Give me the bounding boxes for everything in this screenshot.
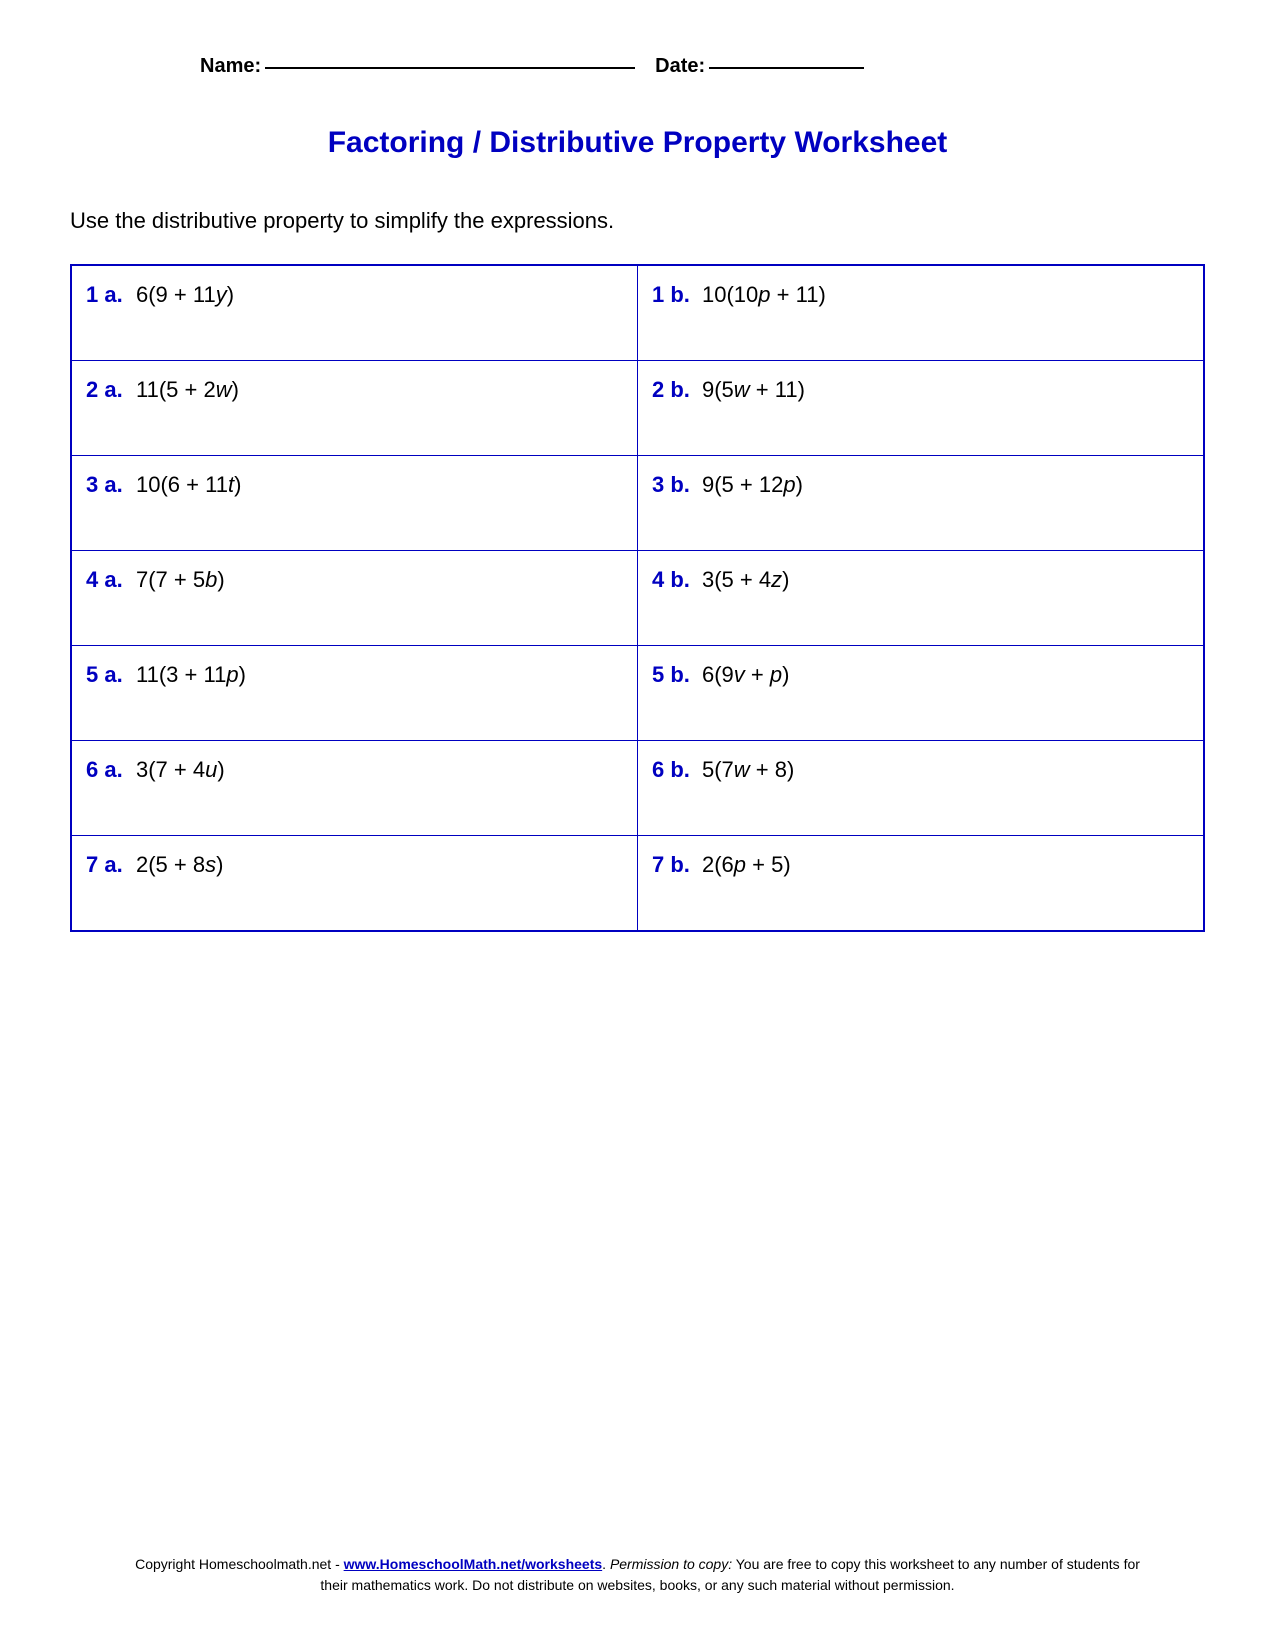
problems-table: 1 a.6(9 + 11y)1 b.10(10p + 11)2 a.11(5 +…	[70, 264, 1205, 932]
problem-label: 6 a.	[86, 757, 136, 783]
table-row: 3 a.10(6 + 11t)3 b.9(5 + 12p)	[71, 456, 1204, 551]
name-blank	[265, 67, 635, 69]
problem-label: 2 a.	[86, 377, 136, 403]
table-row: 5 a.11(3 + 11p)5 b.6(9v + p)	[71, 646, 1204, 741]
problem-cell-b: 1 b.10(10p + 11)	[638, 265, 1205, 361]
problem-expression: 5(7w + 8)	[702, 757, 794, 782]
problem-expression: 11(5 + 2w)	[136, 377, 239, 402]
problem-label: 1 a.	[86, 282, 136, 308]
footer-link[interactable]: www.HomeschoolMath.net/worksheets	[344, 1556, 603, 1572]
footer-copyright-pre: Copyright Homeschoolmath.net -	[135, 1556, 344, 1572]
date-label: Date:	[655, 55, 705, 78]
problem-expression: 9(5 + 12p)	[702, 472, 803, 497]
footer: Copyright Homeschoolmath.net - www.Homes…	[0, 1554, 1275, 1596]
page-title: Factoring / Distributive Property Worksh…	[70, 126, 1205, 160]
problem-label: 2 b.	[652, 377, 702, 403]
problem-expression: 10(6 + 11t)	[136, 472, 241, 497]
table-row: 4 a.7(7 + 5b)4 b.3(5 + 4z)	[71, 551, 1204, 646]
problem-label: 7 a.	[86, 852, 136, 878]
problem-expression: 6(9v + p)	[702, 662, 789, 687]
date-blank	[709, 67, 864, 69]
problem-label: 6 b.	[652, 757, 702, 783]
footer-copyright-post: .	[602, 1556, 610, 1572]
problem-expression: 9(5w + 11)	[702, 377, 805, 402]
problem-cell-a: 1 a.6(9 + 11y)	[71, 265, 638, 361]
problem-cell-a: 3 a.10(6 + 11t)	[71, 456, 638, 551]
header-line: Name: Date:	[70, 55, 1205, 78]
problem-cell-b: 7 b.2(6p + 5)	[638, 836, 1205, 932]
table-row: 6 a.3(7 + 4u)6 b.5(7w + 8)	[71, 741, 1204, 836]
problem-cell-a: 5 a.11(3 + 11p)	[71, 646, 638, 741]
problem-label: 4 a.	[86, 567, 136, 593]
problem-label: 5 b.	[652, 662, 702, 688]
problem-cell-b: 5 b.6(9v + p)	[638, 646, 1205, 741]
problem-expression: 3(5 + 4z)	[702, 567, 789, 592]
problem-expression: 10(10p + 11)	[702, 282, 826, 307]
problem-cell-a: 6 a.3(7 + 4u)	[71, 741, 638, 836]
table-row: 1 a.6(9 + 11y)1 b.10(10p + 11)	[71, 265, 1204, 361]
problem-label: 3 b.	[652, 472, 702, 498]
problem-expression: 2(5 + 8s)	[136, 852, 223, 877]
problem-cell-b: 2 b.9(5w + 11)	[638, 361, 1205, 456]
problem-cell-a: 2 a.11(5 + 2w)	[71, 361, 638, 456]
problem-expression: 6(9 + 11y)	[136, 282, 234, 307]
problem-cell-a: 4 a.7(7 + 5b)	[71, 551, 638, 646]
name-label: Name:	[200, 55, 261, 78]
problem-label: 1 b.	[652, 282, 702, 308]
problem-cell-a: 7 a.2(5 + 8s)	[71, 836, 638, 932]
table-row: 2 a.11(5 + 2w)2 b.9(5w + 11)	[71, 361, 1204, 456]
problem-label: 5 a.	[86, 662, 136, 688]
problem-expression: 7(7 + 5b)	[136, 567, 225, 592]
problem-label: 3 a.	[86, 472, 136, 498]
problem-cell-b: 6 b.5(7w + 8)	[638, 741, 1205, 836]
problem-expression: 11(3 + 11p)	[136, 662, 246, 687]
instructions: Use the distributive property to simplif…	[70, 208, 1205, 234]
problem-cell-b: 3 b.9(5 + 12p)	[638, 456, 1205, 551]
footer-permission-label: Permission to copy:	[610, 1556, 732, 1572]
problem-cell-b: 4 b.3(5 + 4z)	[638, 551, 1205, 646]
problem-expression: 3(7 + 4u)	[136, 757, 225, 782]
problem-label: 7 b.	[652, 852, 702, 878]
problem-expression: 2(6p + 5)	[702, 852, 791, 877]
problem-label: 4 b.	[652, 567, 702, 593]
table-row: 7 a.2(5 + 8s)7 b.2(6p + 5)	[71, 836, 1204, 932]
